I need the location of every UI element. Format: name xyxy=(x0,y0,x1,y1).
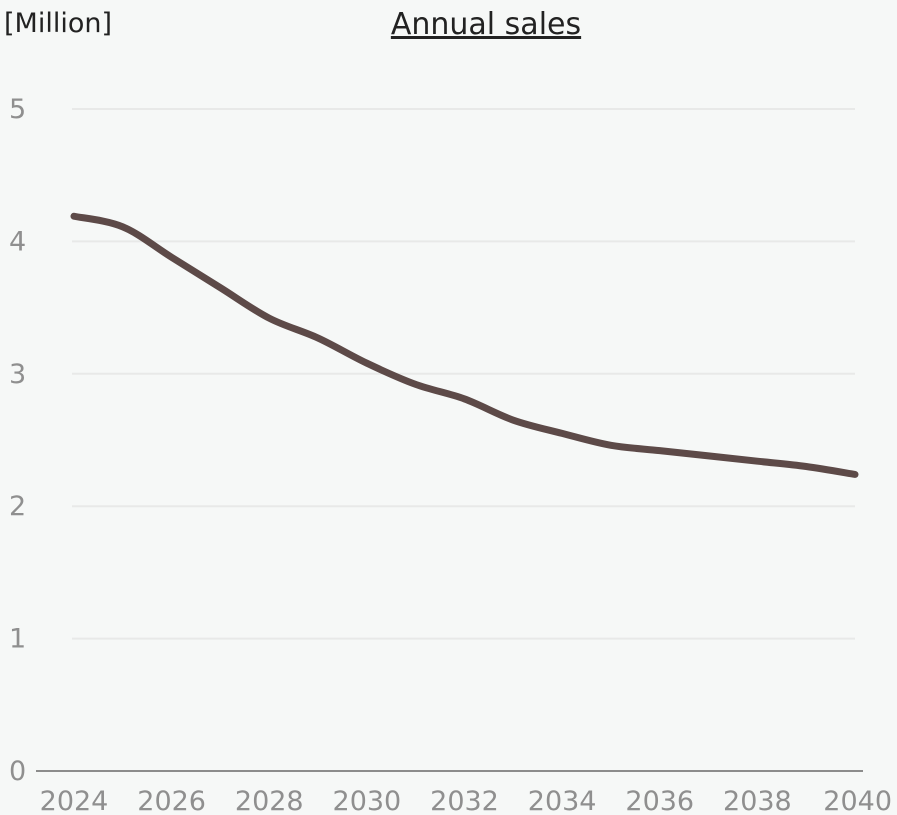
x-tick-label-2024: 2024 xyxy=(40,786,109,815)
x-tick-label-2034: 2034 xyxy=(528,786,597,815)
x-tick-label-2038: 2038 xyxy=(723,786,792,815)
x-tick-label-2030: 2030 xyxy=(333,786,402,815)
grid-lines xyxy=(72,108,855,640)
y-tick-label-2: 2 xyxy=(9,491,26,522)
y-tick-label-5: 5 xyxy=(9,94,26,125)
y-tick-label-3: 3 xyxy=(9,359,26,390)
y-tick-label-4: 4 xyxy=(9,226,26,257)
x-tick-label-2026: 2026 xyxy=(137,786,206,815)
x-tick-label-2032: 2032 xyxy=(430,786,499,815)
y-axis-ticks: 0 1 2 3 4 5 xyxy=(9,94,26,787)
y-tick-label-0: 0 xyxy=(9,756,26,787)
x-axis-ticks: 2024 2026 2028 2030 2032 2034 2036 2038 2040 xyxy=(40,786,892,815)
chart-title: Annual sales xyxy=(391,7,581,42)
x-tick-label-2040: 2040 xyxy=(823,786,892,815)
x-tick-label-2028: 2028 xyxy=(235,786,304,815)
x-tick-label-2036: 2036 xyxy=(625,786,694,815)
annual-sales-line xyxy=(70,212,859,478)
y-tick-label-1: 1 xyxy=(9,624,26,655)
y-axis-unit-label: [Million] xyxy=(4,8,112,39)
